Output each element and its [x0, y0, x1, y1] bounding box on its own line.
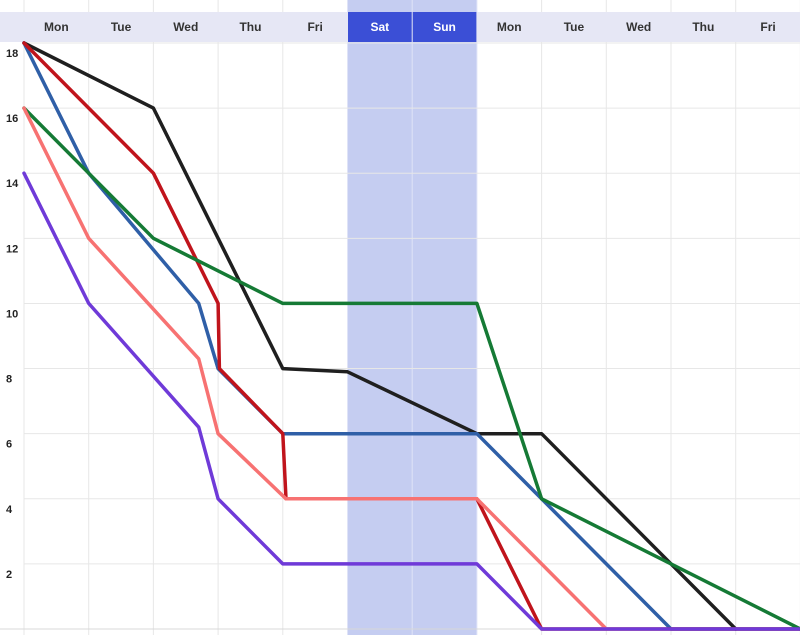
day-label: Thu — [692, 20, 714, 34]
y-tick-label: 18 — [6, 48, 18, 60]
weekend-header-cell — [412, 12, 477, 42]
day-header: Mon Tue Wed Thu Fri Sat Sun Mon Tue Wed Thu Fri — [0, 12, 800, 42]
series-lines — [22, 41, 800, 631]
y-tick-label: 16 — [6, 113, 18, 125]
y-tick-label: 12 — [6, 243, 18, 255]
y-tick-label: 4 — [6, 504, 13, 516]
weekend-band — [412, 0, 477, 635]
day-label: Tue — [564, 20, 585, 34]
y-tick-label: 14 — [6, 178, 19, 190]
weekend-bands — [347, 0, 477, 635]
y-tick-label: 10 — [6, 308, 18, 320]
y-tick-label: 8 — [6, 374, 12, 386]
day-label: Wed — [173, 20, 198, 34]
day-label: Sat — [371, 20, 390, 34]
series-line-6 — [22, 171, 800, 631]
weekend-band — [347, 0, 413, 635]
day-label: Tue — [111, 20, 132, 34]
y-tick-label: 2 — [6, 569, 12, 581]
day-label: Sun — [433, 20, 456, 34]
y-axis: 2 4 6 8 10 12 14 16 18 — [6, 48, 19, 581]
series-line-3 — [22, 41, 800, 631]
day-label: Fri — [760, 20, 775, 34]
series-line-4 — [22, 106, 800, 631]
y-tick-label: 6 — [6, 439, 12, 451]
day-label: Fri — [307, 20, 322, 34]
day-label: Mon — [497, 20, 522, 34]
day-label: Thu — [239, 20, 261, 34]
day-label: Mon — [44, 20, 69, 34]
day-label: Wed — [626, 20, 651, 34]
series-line-1 — [22, 41, 738, 631]
weekend-header-cell — [348, 12, 412, 42]
series-line-5 — [22, 106, 609, 631]
